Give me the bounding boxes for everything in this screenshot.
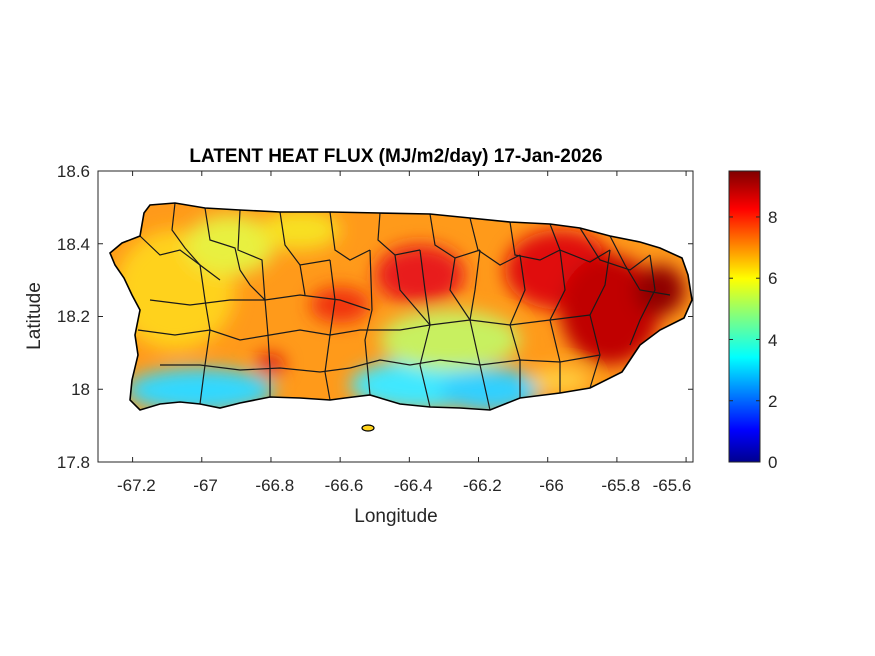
boundary-line [349, 354, 601, 369]
boundary-line [199, 264, 211, 405]
tick-marks [98, 170, 693, 463]
boundary-line [329, 314, 591, 336]
boundary-line [364, 249, 373, 396]
boundary-line [589, 249, 611, 389]
colorbar-tick-label: 0 [768, 453, 777, 472]
boundary-line [377, 212, 421, 256]
boundary-line [549, 249, 566, 393]
boundary-line [509, 221, 561, 261]
municipal-boundaries [137, 203, 671, 410]
boundary-line [579, 227, 651, 271]
colorbar-tick-label: 2 [768, 392, 777, 411]
heatmap-blobs [115, 210, 685, 410]
boundary-line [449, 257, 471, 321]
boundary-line [469, 217, 521, 266]
x-tick-label: -67 [193, 476, 218, 495]
boundary-line [139, 235, 201, 266]
x-tick-labels: -67.2 -67 -66.8 -66.6 -66.4 -66.2 -66 -6… [117, 476, 691, 495]
boundary-line [264, 299, 271, 397]
chart-title: LATENT HEAT FLUX (MJ/m2/day) 17-Jan-2026 [189, 146, 602, 167]
x-tick-label: -65.8 [601, 476, 640, 495]
y-tick-label: 17.8 [57, 453, 90, 472]
colorbar-tick-labels: 0 2 4 6 8 [768, 208, 777, 472]
boundary-line [429, 213, 481, 259]
boundary-line [329, 211, 371, 261]
colorbar-tick-label: 6 [768, 269, 777, 288]
boundary-line [629, 254, 656, 346]
y-tick-label: 18.4 [57, 235, 90, 254]
colorbar-tick-label: 4 [768, 331, 777, 350]
heatmap-blob-north-yellow [260, 210, 340, 250]
boundary-line [171, 203, 221, 281]
x-tick-label: -66.4 [394, 476, 433, 495]
heatmap-blob-mid-red [310, 287, 370, 323]
boundary-line [237, 209, 266, 301]
boundary-line [324, 259, 336, 401]
x-tick-label: -66.8 [255, 476, 294, 495]
boundary-line [239, 269, 266, 301]
heatmap-blob-far-east [635, 265, 685, 315]
boundary-line [549, 223, 611, 263]
y-axis-label: Latitude [24, 282, 45, 350]
colorbar [728, 170, 761, 463]
island-heatmap [110, 203, 692, 410]
x-tick-label: -65.6 [653, 476, 692, 495]
y-tick-labels: 17.8 18 18.2 18.4 18.6 [57, 162, 90, 472]
boundary-line [279, 211, 331, 266]
boundary-line [394, 254, 431, 326]
y-tick-label: 18 [71, 380, 90, 399]
boundary-line [609, 235, 671, 296]
heatmap-blob-central-south [380, 310, 520, 370]
x-tick-label: -66.2 [463, 476, 502, 495]
colorbar-tick-label: 8 [768, 208, 777, 227]
y-tick-label: 18.6 [57, 162, 90, 181]
heatmap-blob-northwest [185, 215, 275, 275]
heatmap-blob-south-west [125, 368, 275, 410]
boundary-line [204, 207, 241, 271]
boundary-line [137, 329, 331, 341]
x-axis-label: Longitude [354, 506, 437, 527]
offshore-islet [361, 424, 375, 432]
colorbar-ticks [729, 216, 760, 463]
x-tick-label: -66.6 [325, 476, 364, 495]
x-tick-label: -66 [539, 476, 564, 495]
heatmap-blob-central-north [375, 245, 465, 305]
y-tick-label: 18.2 [57, 307, 90, 326]
boundary-line [509, 254, 526, 398]
x-tick-label: -67.2 [117, 476, 156, 495]
boundary-line [299, 264, 306, 296]
